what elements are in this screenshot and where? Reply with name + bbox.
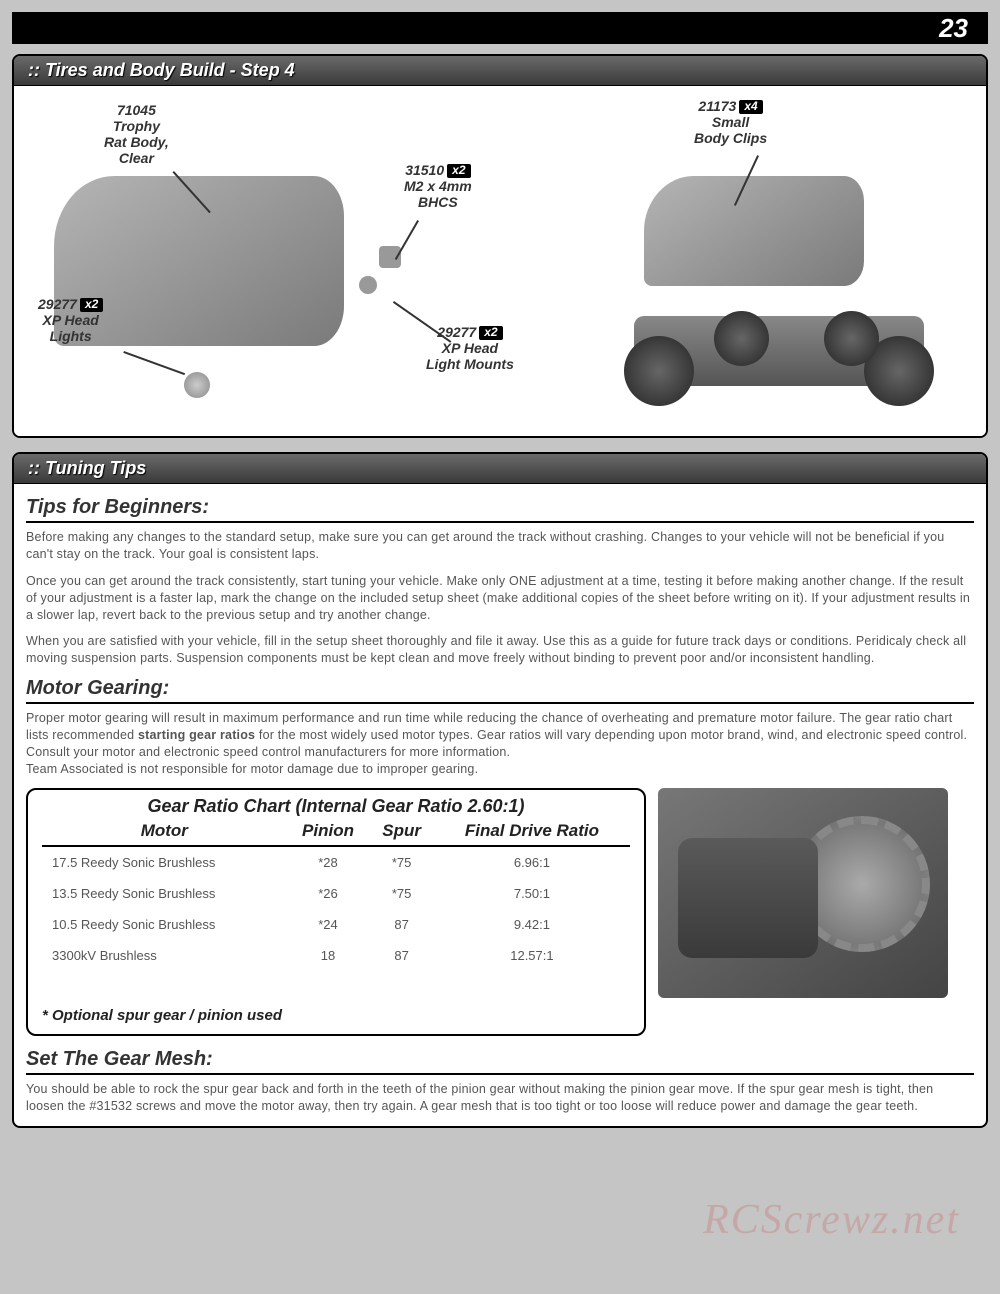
- page-number: 23: [939, 13, 968, 44]
- table-row: 13.5 Reedy Sonic Brushless*26*757.50:1: [42, 878, 630, 909]
- callout-light-mounts: 29277x2 XP HeadLight Mounts: [426, 324, 514, 372]
- pointer: [395, 220, 419, 260]
- motor-p2: Team Associated is not responsible for m…: [26, 762, 478, 776]
- table-row: 17.5 Reedy Sonic Brushless*28*756.96:1: [42, 846, 630, 878]
- qty-badge: x2: [479, 326, 502, 340]
- diagram-step4: 71045 TrophyRat Body,Clear 31510x2 M2 x …: [14, 86, 986, 436]
- watermark: RCScrewz.net: [703, 1196, 960, 1244]
- table-cell: 7.50:1: [434, 878, 630, 909]
- section2-title: :: Tuning Tips: [14, 454, 986, 484]
- part-number: 29277: [437, 324, 476, 340]
- gear-mesh-illustration: [658, 788, 948, 998]
- headlight-part: [184, 372, 210, 398]
- beginners-p2: Once you can get around the track consis…: [26, 573, 974, 624]
- gear-chart-title: Gear Ratio Chart (Internal Gear Ratio 2.…: [42, 796, 630, 817]
- wheel-illustration: [624, 336, 694, 406]
- gear-chart-note: * Optional spur gear / pinion used: [42, 1007, 630, 1024]
- callout-bhcs: 31510x2 M2 x 4mmBHCS: [404, 162, 472, 210]
- part-label: SmallBody Clips: [694, 114, 767, 146]
- beginners-p1: Before making any changes to the standar…: [26, 529, 974, 563]
- table-cell: *26: [287, 878, 370, 909]
- page-header-bar: 23: [12, 12, 988, 44]
- light-mount-part: [359, 276, 377, 294]
- table-cell: 9.42:1: [434, 909, 630, 940]
- motor-heading: Motor Gearing:: [26, 677, 974, 704]
- th-spur: Spur: [369, 819, 433, 846]
- table-cell: 17.5 Reedy Sonic Brushless: [42, 846, 287, 878]
- section1-title: :: Tires and Body Build - Step 4: [14, 56, 986, 86]
- table-cell: 13.5 Reedy Sonic Brushless: [42, 878, 287, 909]
- body-on-chassis-illustration: [644, 176, 864, 286]
- qty-badge: x2: [447, 164, 470, 178]
- callout-trophy-body: 71045 TrophyRat Body,Clear: [104, 102, 169, 166]
- th-motor: Motor: [42, 819, 287, 846]
- table-cell: *75: [369, 846, 433, 878]
- th-pinion: Pinion: [287, 819, 370, 846]
- part-number: 29277: [38, 296, 77, 312]
- part-number: 21173: [698, 98, 736, 114]
- table-row: 3300kV Brushless188712.57:1: [42, 940, 630, 971]
- table-cell: 6.96:1: [434, 846, 630, 878]
- table-row: 10.5 Reedy Sonic Brushless*24879.42:1: [42, 909, 630, 940]
- qty-badge: x4: [739, 100, 762, 114]
- mesh-heading: Set The Gear Mesh:: [26, 1048, 974, 1075]
- table-cell: 12.57:1: [434, 940, 630, 971]
- section-tires-body: :: Tires and Body Build - Step 4: [12, 54, 988, 438]
- qty-badge: x2: [80, 298, 103, 312]
- pointer: [123, 351, 185, 375]
- th-fdr: Final Drive Ratio: [434, 819, 630, 846]
- section-tuning-tips: :: Tuning Tips Tips for Beginners: Befor…: [12, 452, 988, 1128]
- part-label: XP HeadLight Mounts: [426, 340, 514, 372]
- gear-ratio-chart: Gear Ratio Chart (Internal Gear Ratio 2.…: [26, 788, 646, 1036]
- table-cell: 18: [287, 940, 370, 971]
- callout-body-clips: 21173x4 SmallBody Clips: [694, 98, 767, 146]
- part-label: XP HeadLights: [43, 312, 99, 344]
- table-cell: 3300kV Brushless: [42, 940, 287, 971]
- beginners-p3: When you are satisfied with your vehicle…: [26, 633, 974, 667]
- table-cell: *28: [287, 846, 370, 878]
- motor-p1: Proper motor gearing will result in maxi…: [26, 710, 974, 778]
- table-cell: *75: [369, 878, 433, 909]
- wheel-illustration: [824, 311, 879, 366]
- callout-head-lights: 29277x2 XP HeadLights: [38, 296, 103, 344]
- motor-p1-bold: starting gear ratios: [138, 728, 255, 742]
- table-cell: 87: [369, 909, 433, 940]
- table-cell: *24: [287, 909, 370, 940]
- table-cell: 87: [369, 940, 433, 971]
- mesh-p: You should be able to rock the spur gear…: [26, 1081, 974, 1115]
- wheel-illustration: [714, 311, 769, 366]
- beginners-heading: Tips for Beginners:: [26, 496, 974, 523]
- part-label: M2 x 4mmBHCS: [404, 178, 472, 210]
- part-number: 31510: [405, 162, 444, 178]
- gear-ratio-table: Motor Pinion Spur Final Drive Ratio 17.5…: [42, 819, 630, 971]
- part-label: TrophyRat Body,Clear: [104, 118, 169, 166]
- part-number: 71045: [117, 102, 156, 118]
- table-cell: 10.5 Reedy Sonic Brushless: [42, 909, 287, 940]
